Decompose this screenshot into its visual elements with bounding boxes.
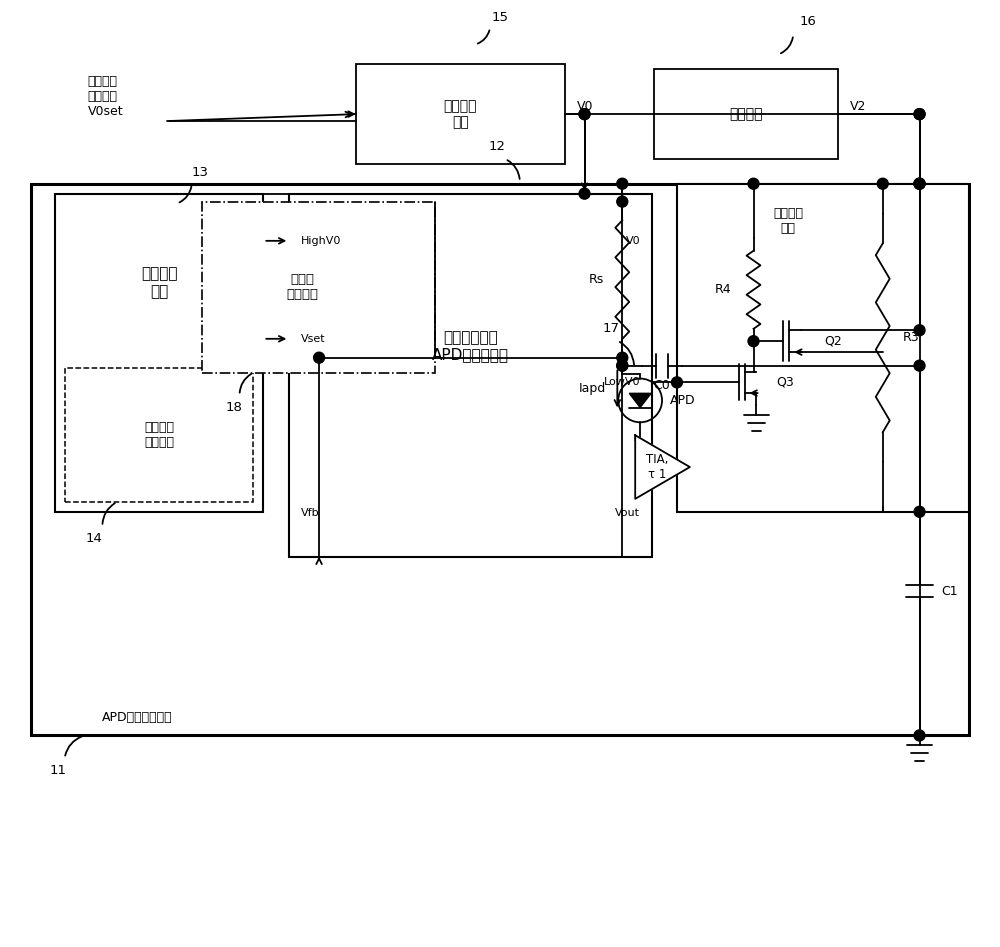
Text: V0: V0 [626,236,640,246]
Circle shape [914,109,925,119]
Bar [31,184,969,736]
Text: APD偏压控制装置: APD偏压控制装置 [102,710,172,724]
Circle shape [617,360,628,371]
Text: 偏压调节
单元: 偏压调节 单元 [141,266,177,299]
Bar [55,193,263,511]
Text: 可调供电
电源: 可调供电 电源 [443,99,477,129]
Circle shape [579,188,590,199]
Text: APD: APD [670,394,696,407]
Circle shape [579,109,590,119]
Circle shape [671,377,682,388]
Text: HighV0: HighV0 [301,236,342,246]
Bar [202,202,435,372]
Circle shape [877,178,888,189]
Text: 温度补偿
功能模块: 温度补偿 功能模块 [144,420,174,449]
Polygon shape [635,436,690,499]
Text: Vout: Vout [615,508,640,518]
Circle shape [617,196,628,207]
Circle shape [748,336,759,347]
Text: C1: C1 [941,585,958,598]
Bar [677,184,969,511]
Text: 电源电压
设定信号
V0set: 电源电压 设定信号 V0set [87,75,123,117]
Text: 光电流
检测单元: 光电流 检测单元 [286,273,318,301]
Text: C0: C0 [654,379,670,392]
Text: Vfb: Vfb [301,508,320,518]
Circle shape [914,325,925,336]
Circle shape [914,178,925,189]
Text: Rs: Rs [589,273,604,286]
Circle shape [914,178,925,189]
Circle shape [617,352,628,363]
Text: R4: R4 [715,283,732,296]
Text: 光电流反馈型
APD偏压控制器: 光电流反馈型 APD偏压控制器 [432,330,509,363]
Bar [65,367,253,502]
Text: 11: 11 [49,763,66,777]
Text: Iapd: Iapd [579,383,606,396]
Circle shape [914,109,925,119]
Circle shape [314,352,325,363]
Text: V2: V2 [850,99,866,113]
Circle shape [914,730,925,741]
Text: 15: 15 [492,11,509,25]
Text: R3: R3 [903,331,919,345]
Circle shape [617,178,628,189]
Text: 16: 16 [800,15,817,28]
Text: Vset: Vset [301,333,326,344]
Circle shape [617,360,628,371]
Text: 14: 14 [86,532,103,545]
Text: 17: 17 [603,322,620,335]
Text: LowV0: LowV0 [604,377,640,387]
Circle shape [914,507,925,517]
Bar [654,69,838,159]
Text: 13: 13 [191,167,208,179]
Circle shape [914,178,925,189]
Bar [356,64,565,164]
Circle shape [748,178,759,189]
Polygon shape [629,393,651,407]
Text: 辅助电源: 辅助电源 [729,107,763,121]
Text: Q3: Q3 [776,376,794,389]
Text: 18: 18 [225,401,242,414]
Circle shape [914,360,925,371]
Text: Q2: Q2 [824,334,842,348]
Text: TIA,
τ 1: TIA, τ 1 [646,453,668,481]
Text: 电源切换
单元: 电源切换 单元 [773,207,803,236]
Circle shape [579,109,590,119]
Text: 12: 12 [489,140,506,153]
Bar [289,193,652,557]
Text: V0: V0 [577,99,593,113]
